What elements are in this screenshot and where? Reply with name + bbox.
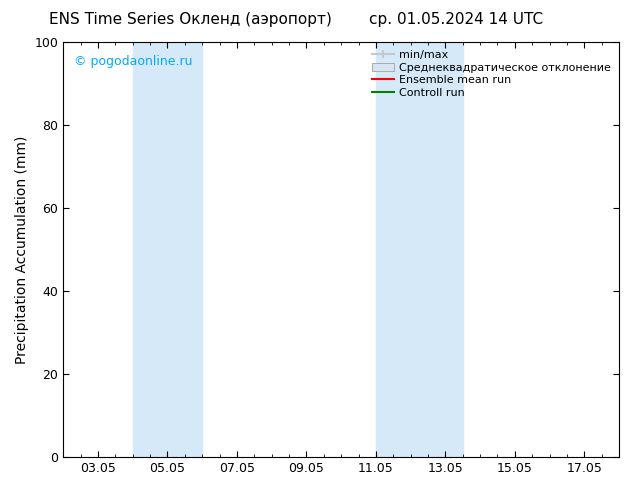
Bar xyxy=(133,42,202,457)
Legend: min/max, Среднеквадратическое отклонение, Ensemble mean run, Controll run: min/max, Среднеквадратическое отклонение… xyxy=(370,48,614,100)
Text: © pogodaonline.ru: © pogodaonline.ru xyxy=(74,54,193,68)
Text: ENS Time Series Окленд (аэропорт): ENS Time Series Окленд (аэропорт) xyxy=(49,12,332,27)
Y-axis label: Precipitation Accumulation (mm): Precipitation Accumulation (mm) xyxy=(15,135,29,364)
Bar xyxy=(376,42,463,457)
Text: ср. 01.05.2024 14 UTC: ср. 01.05.2024 14 UTC xyxy=(370,12,543,27)
